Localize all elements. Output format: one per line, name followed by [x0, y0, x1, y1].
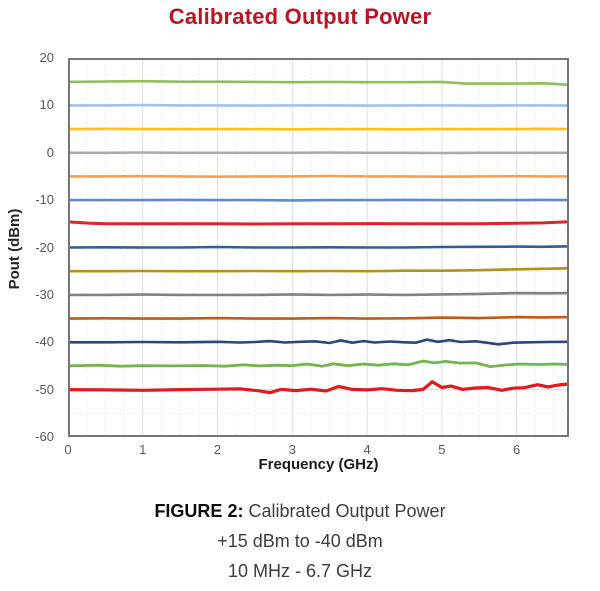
plot-border	[68, 58, 569, 437]
y-tick-label: 0	[46, 144, 54, 160]
y-tick-label: -10	[35, 192, 54, 208]
series-line-20dbmdbm	[68, 245, 569, 249]
series-line-35dbmdbm	[68, 315, 569, 320]
x-axis-title: Frequency (GHz)	[258, 456, 379, 473]
series-line-30dbmdbm	[68, 291, 569, 297]
series-line-5dbmdbm	[68, 127, 569, 131]
y-axis-tick-labels: 20 10 0 -10 -20 -30 -40 -50 -60	[0, 50, 60, 444]
figure-caption: FIGURE 2: Calibrated Output Power +15 dB…	[0, 496, 600, 586]
caption-line-1-text: Calibrated Output Power	[243, 501, 446, 521]
x-tick-label: 1	[139, 442, 147, 457]
x-tick-label: 6	[513, 442, 521, 457]
x-tick-label: 4	[363, 442, 371, 457]
series-line-10dbmdbm	[68, 198, 569, 202]
chart-title: Calibrated Output Power	[168, 4, 432, 29]
x-axis-tick-labels: 0 1 2 3 4 5 6	[64, 441, 569, 459]
series-line-50dbmdbm	[68, 380, 569, 395]
y-tick-label: 10	[39, 97, 54, 113]
y-tick-label: -20	[35, 239, 54, 255]
y-tick-label: 20	[39, 50, 54, 65]
series-line-10dbmdbm	[68, 103, 569, 107]
y-tick-label: -50	[35, 381, 54, 397]
output-power-chart: 20 10 0 -10 -20 -30 -40 -50 -60 0 1 2 3 4 5 6 Pout (dB…	[0, 50, 569, 473]
series-line-0dbmdbm	[68, 151, 569, 155]
y-tick-label: -60	[35, 429, 54, 444]
x-tick-label: 3	[288, 442, 296, 457]
figure-label: FIGURE 2:	[154, 501, 244, 521]
x-tick-label: 5	[438, 442, 446, 457]
caption-line-3: 10 MHz - 6.7 GHz	[227, 561, 373, 581]
caption-line-1: FIGURE 2: Calibrated Output Power	[0, 496, 600, 526]
y-tick-label: -40	[35, 334, 54, 350]
x-tick-label: 0	[64, 442, 72, 457]
chart-plot-area	[68, 58, 569, 437]
x-tick-label: 2	[213, 442, 222, 457]
caption-line-2: +15 dBm to -40 dBm	[217, 531, 383, 551]
series-line-40dbmdbm	[68, 338, 569, 346]
series-line-5dbmdbm	[68, 174, 569, 178]
series-line-25dbmdbm	[68, 267, 569, 273]
y-axis-title: Pout (dBm)	[6, 208, 23, 290]
series-line-15dbmdbm	[68, 220, 569, 226]
series-line-15dbmdbm	[68, 79, 569, 87]
series-line-45dbmdbm	[68, 359, 569, 369]
y-tick-label: -30	[35, 286, 54, 302]
